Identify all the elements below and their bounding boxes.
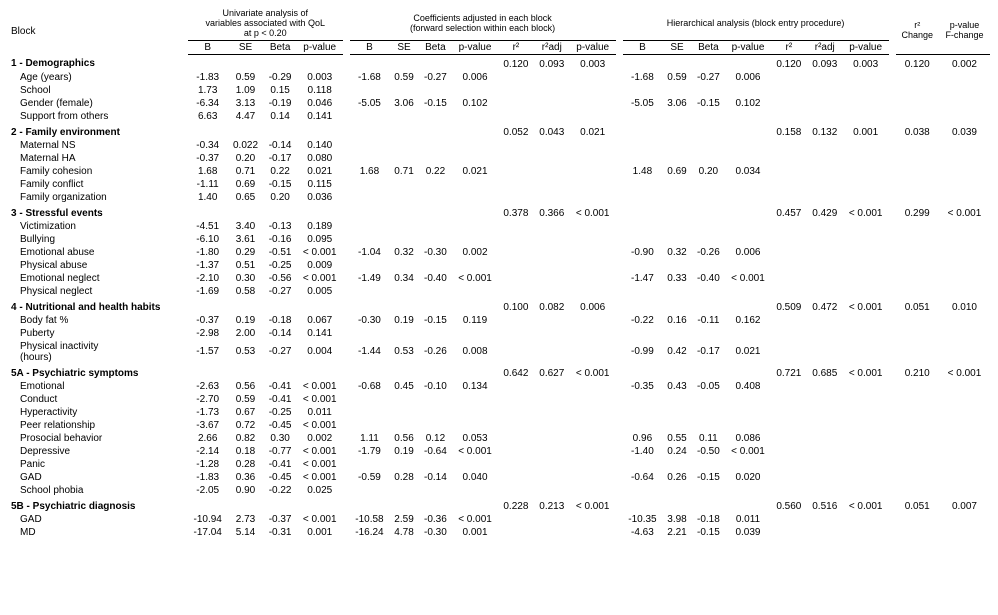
row-label: MD <box>8 526 188 539</box>
col-B: B <box>188 40 228 54</box>
group2-header: Coefficients adjusted in each block(forw… <box>350 8 616 40</box>
table-row: GAD-10.942.73-0.37< 0.001-10.582.59-0.36… <box>8 513 990 526</box>
table-row: Hyperactivity-1.730.67-0.250.011 <box>8 406 990 419</box>
pfchange-header: p-valueF-change <box>939 8 990 54</box>
row-label: Puberty <box>8 327 188 340</box>
block-title: 3 - Stressful events <box>8 204 188 220</box>
row-label: Emotional <box>8 380 188 393</box>
table-row: Body fat %-0.370.19-0.180.067-0.300.19-0… <box>8 314 990 327</box>
block-title: 4 - Nutritional and health habits <box>8 298 188 314</box>
table-row: School phobia-2.050.90-0.220.025 <box>8 484 990 497</box>
regression-table: Block Univariate analysis ofvariables as… <box>8 8 990 539</box>
table-row: Maternal NS-0.340.022-0.140.140 <box>8 139 990 152</box>
table-row: School1.731.090.150.118 <box>8 84 990 97</box>
group3-header: Hierarchical analysis (block entry proce… <box>623 8 889 40</box>
col-pvalue: p-value <box>843 40 889 54</box>
table-row: MD-17.045.14-0.310.001-16.244.78-0.300.0… <box>8 526 990 539</box>
table-row: Puberty-2.982.00-0.140.141 <box>8 327 990 340</box>
col-r2adj: r²adj <box>534 40 570 54</box>
row-label: Maternal HA <box>8 152 188 165</box>
row-label: Bullying <box>8 233 188 246</box>
table-row: Emotional neglect-2.100.30-0.56< 0.001-1… <box>8 272 990 285</box>
col-block: Block <box>8 8 188 54</box>
col-B: B <box>623 40 663 54</box>
col-pvalue: p-value <box>452 40 498 54</box>
table-row: Prosocial behavior2.660.820.300.0021.110… <box>8 432 990 445</box>
block-header: 1 - Demographics0.1200.0930.0030.1200.09… <box>8 54 990 71</box>
table-row: Depressive-2.140.18-0.77< 0.001-1.790.19… <box>8 445 990 458</box>
row-label: Family organization <box>8 191 188 204</box>
block-title: 1 - Demographics <box>8 54 188 71</box>
row-label: Peer relationship <box>8 419 188 432</box>
block-title: 5A - Psychiatric symptoms <box>8 364 188 380</box>
block-title: 5B - Psychiatric diagnosis <box>8 497 188 513</box>
row-label: GAD <box>8 513 188 526</box>
row-label: Panic <box>8 458 188 471</box>
table-row: Victimization-4.513.40-0.130.189 <box>8 220 990 233</box>
table-row: Maternal HA-0.370.20-0.170.080 <box>8 152 990 165</box>
col-pvalue: p-value <box>297 40 343 54</box>
col-r2: r² <box>498 40 534 54</box>
row-label: Physical neglect <box>8 285 188 298</box>
table-row: Age (years)-1.830.59-0.290.003-1.680.59-… <box>8 71 990 84</box>
block-header: 3 - Stressful events0.3780.366< 0.0010.4… <box>8 204 990 220</box>
col-Beta: Beta <box>419 40 452 54</box>
row-label: Prosocial behavior <box>8 432 188 445</box>
row-label: Hyperactivity <box>8 406 188 419</box>
row-label: GAD <box>8 471 188 484</box>
table-row: Emotional-2.630.56-0.41< 0.001-0.680.45-… <box>8 380 990 393</box>
row-label: Age (years) <box>8 71 188 84</box>
row-label: Emotional neglect <box>8 272 188 285</box>
col-Beta: Beta <box>263 40 296 54</box>
table-row: Physical abuse-1.370.51-0.250.009 <box>8 259 990 272</box>
row-label: Body fat % <box>8 314 188 327</box>
group1-header: Univariate analysis ofvariables associat… <box>188 8 343 40</box>
block-header: 5A - Psychiatric symptoms0.6420.627< 0.0… <box>8 364 990 380</box>
table-row: Family conflict-1.110.69-0.150.115 <box>8 178 990 191</box>
block-header: 5B - Psychiatric diagnosis0.2280.213< 0.… <box>8 497 990 513</box>
table-row: Family organization1.400.650.200.036 <box>8 191 990 204</box>
row-label: Support from others <box>8 110 188 123</box>
row-label: Family conflict <box>8 178 188 191</box>
col-Beta: Beta <box>692 40 725 54</box>
col-pvalue: p-value <box>725 40 771 54</box>
r2change-header: r²Change <box>896 8 939 54</box>
block-header: 2 - Family environment0.0520.0430.0210.1… <box>8 123 990 139</box>
table-row: GAD-1.830.36-0.45< 0.001-0.590.28-0.140.… <box>8 471 990 484</box>
table-row: Family cohesion1.680.710.220.0211.680.71… <box>8 165 990 178</box>
row-label: Conduct <box>8 393 188 406</box>
col-SE: SE <box>228 40 264 54</box>
row-label: Family cohesion <box>8 165 188 178</box>
table-row: Support from others6.634.470.140.141 <box>8 110 990 123</box>
table-row: Peer relationship-3.670.72-0.45< 0.001 <box>8 419 990 432</box>
col-SE: SE <box>389 40 418 54</box>
col-B: B <box>350 40 390 54</box>
table-row: Conduct-2.700.59-0.41< 0.001 <box>8 393 990 406</box>
col-r2: r² <box>771 40 807 54</box>
col-SE: SE <box>662 40 691 54</box>
row-label: Physical inactivity(hours) <box>8 340 188 364</box>
row-label: School phobia <box>8 484 188 497</box>
col-pvalue: p-value <box>570 40 616 54</box>
table-row: Gender (female)-6.343.13-0.190.046-5.053… <box>8 97 990 110</box>
row-label: Gender (female) <box>8 97 188 110</box>
block-header: 4 - Nutritional and health habits0.1000.… <box>8 298 990 314</box>
row-label: Victimization <box>8 220 188 233</box>
row-label: Emotional abuse <box>8 246 188 259</box>
row-label: Depressive <box>8 445 188 458</box>
table-row: Physical neglect-1.690.58-0.270.005 <box>8 285 990 298</box>
row-label: School <box>8 84 188 97</box>
col-r2adj: r²adj <box>807 40 843 54</box>
table-row: Emotional abuse-1.800.29-0.51< 0.001-1.0… <box>8 246 990 259</box>
table-row: Bullying-6.103.61-0.160.095 <box>8 233 990 246</box>
table-row: Physical inactivity(hours)-1.570.53-0.27… <box>8 340 990 364</box>
block-title: 2 - Family environment <box>8 123 188 139</box>
row-label: Maternal NS <box>8 139 188 152</box>
table-row: Panic-1.280.28-0.41< 0.001 <box>8 458 990 471</box>
row-label: Physical abuse <box>8 259 188 272</box>
